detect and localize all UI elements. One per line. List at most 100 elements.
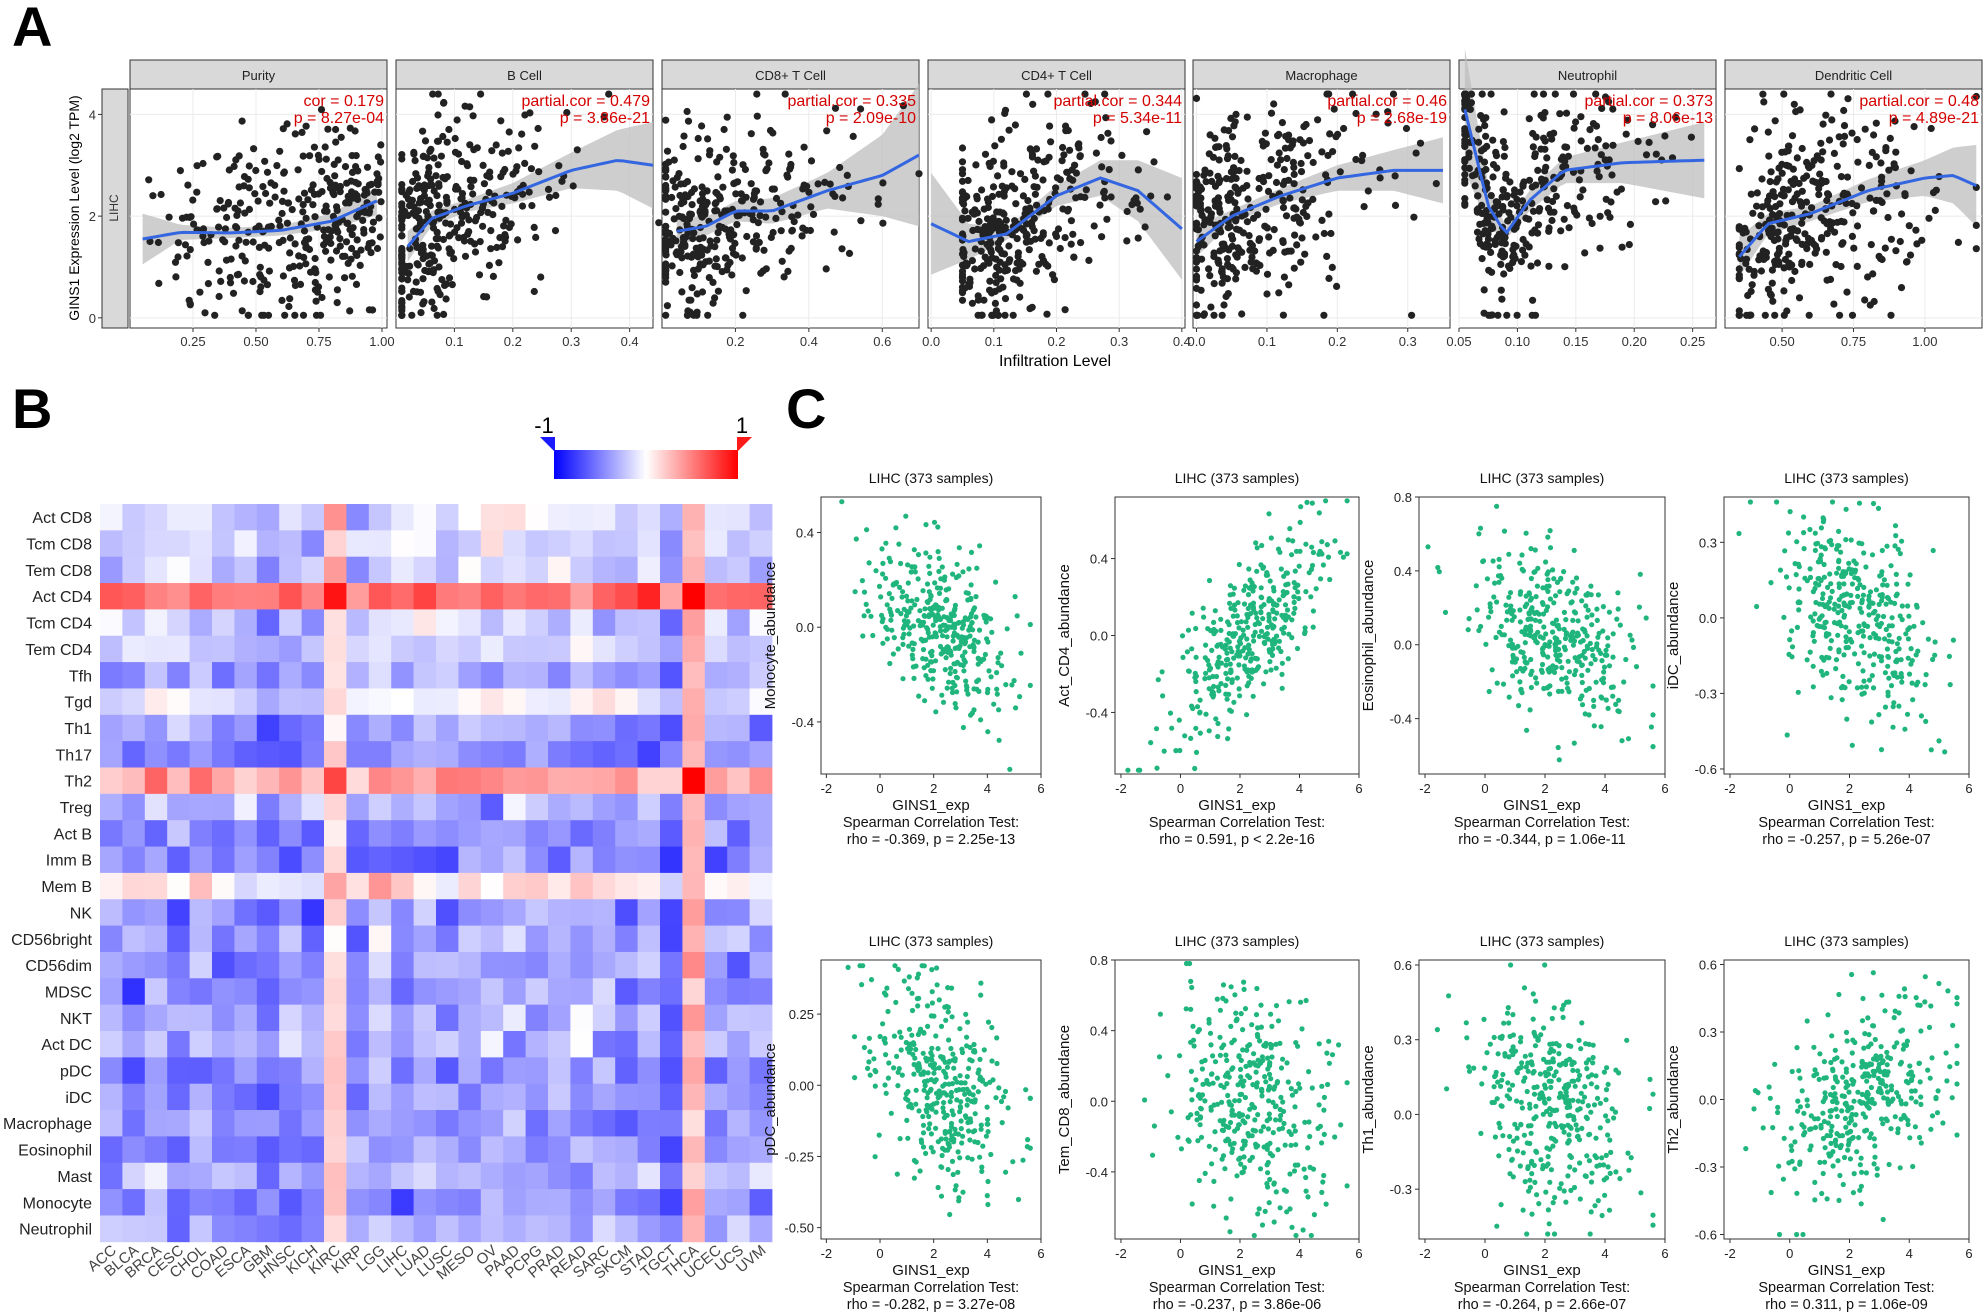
data-point: [662, 164, 670, 173]
heatmap-cell: [525, 530, 549, 558]
data-point: [1231, 699, 1237, 705]
heatmap-cell: [749, 1004, 773, 1032]
heatmap-cell: [503, 583, 526, 610]
heatmap-cell: [727, 504, 750, 531]
data-point: [424, 172, 432, 180]
data-point: [1009, 682, 1015, 688]
data-point: [1275, 289, 1283, 297]
data-point: [280, 187, 288, 195]
data-point: [1262, 140, 1270, 148]
data-point: [1585, 645, 1591, 652]
data-point: [1391, 201, 1400, 209]
data-point: [1384, 108, 1392, 116]
data-point: [1910, 123, 1918, 131]
data-point: [1432, 180, 1440, 188]
data-point: [1557, 227, 1565, 235]
heatmap-cell: [234, 556, 258, 584]
data-point: [1760, 98, 1768, 106]
data-point: [1915, 679, 1921, 685]
heatmap-cell: [212, 767, 235, 795]
heatmap-cell: [413, 951, 437, 979]
heatmap-cell: [682, 1136, 706, 1164]
data-point: [943, 587, 949, 593]
data-point: [1884, 646, 1890, 652]
data-point: [1285, 281, 1293, 289]
data-point: [1848, 199, 1856, 208]
data-point: [1498, 623, 1504, 630]
data-point: [1823, 654, 1829, 660]
data-point: [465, 216, 473, 224]
data-point: [1861, 550, 1867, 556]
heatmap-cell: [436, 662, 459, 689]
heatmap-cell: [548, 688, 571, 716]
data-point: [985, 686, 991, 693]
heatmap-cell: [727, 1215, 750, 1243]
data-point: [1016, 170, 1025, 178]
data-point: [154, 238, 162, 247]
heatmap-cell: [167, 899, 190, 926]
data-point: [702, 201, 710, 209]
data-point: [1880, 613, 1887, 620]
data-point: [1872, 119, 1880, 127]
heatmap-cell: [189, 1004, 213, 1032]
data-point: [1570, 617, 1576, 624]
heatmap-cell: [324, 688, 347, 716]
data-point: [1252, 267, 1260, 275]
data-point: [1564, 152, 1572, 160]
x-tick-label: 4: [984, 781, 991, 796]
data-point: [975, 677, 982, 683]
data-point: [1478, 209, 1486, 218]
data-point: [1812, 547, 1818, 554]
data-point: [1817, 614, 1823, 621]
heatmap-cell: [144, 1215, 168, 1243]
data-point: [530, 223, 538, 231]
data-point: [1867, 635, 1873, 641]
data-point: [1578, 639, 1584, 645]
heatmap-cell: [615, 1057, 638, 1085]
data-point: [373, 244, 382, 253]
data-point: [982, 651, 989, 658]
data-point: [352, 163, 360, 171]
data-point: [873, 568, 879, 574]
data-point: [1268, 535, 1274, 541]
data-point: [1026, 305, 1034, 313]
confidence-band: [931, 160, 1182, 280]
data-point: [914, 596, 920, 603]
data-point: [1545, 569, 1551, 575]
heatmap-cell: [660, 1189, 683, 1216]
data-point: [245, 162, 253, 170]
data-point: [278, 209, 286, 218]
x-tick-label: 0.2: [504, 334, 522, 349]
data-point: [1836, 311, 1844, 319]
test-label: Spearman Correlation Test:: [1149, 815, 1325, 831]
facet-title: B Cell: [507, 68, 542, 83]
data-point: [711, 200, 719, 208]
heatmap-cell: [749, 978, 773, 1006]
data-point: [1850, 244, 1858, 252]
x-tick-label: 0.25: [1680, 334, 1705, 349]
data-point: [1040, 158, 1048, 166]
heatmap-cell: [256, 1083, 280, 1111]
data-point: [1281, 248, 1289, 256]
heatmap-cell: [749, 741, 773, 768]
heatmap-cell: [301, 1136, 325, 1164]
data-point: [1485, 242, 1493, 250]
data-point: [741, 165, 750, 174]
heatmap-cell: [615, 951, 638, 979]
data-point: [1022, 238, 1030, 246]
data-point: [1801, 530, 1807, 536]
heatmap-cell: [548, 1110, 571, 1137]
data-point: [1908, 661, 1914, 667]
data-point: [1251, 638, 1257, 644]
data-point: [1225, 196, 1233, 204]
data-point: [1837, 217, 1845, 225]
heatmap-cell: [660, 899, 683, 926]
data-point: [920, 647, 927, 653]
data-point: [1570, 629, 1576, 635]
data-point: [1306, 570, 1312, 576]
data-point: [961, 668, 967, 674]
data-point: [443, 138, 451, 146]
heatmap-cell: [570, 583, 594, 610]
data-point: [1579, 672, 1585, 679]
data-point: [926, 589, 932, 595]
